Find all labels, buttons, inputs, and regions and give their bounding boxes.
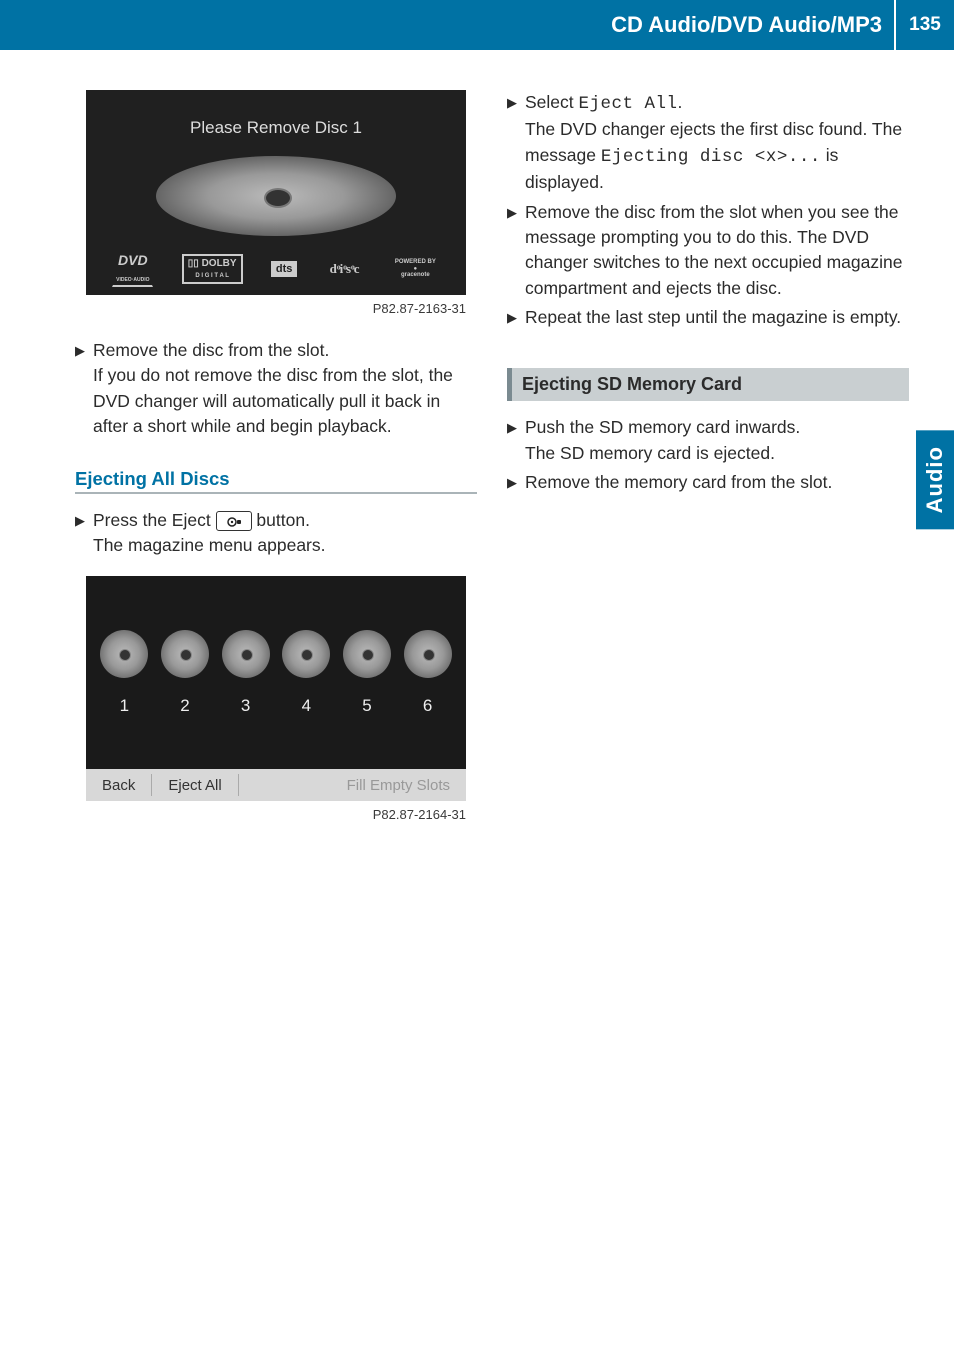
disc-slot-1: 1 <box>100 630 148 716</box>
bullet-icon: ▶ <box>75 342 85 440</box>
disc-graphic <box>156 156 396 236</box>
disc-icon <box>100 630 148 678</box>
step-remove-disc: ▶ Remove the disc from the slot. If you … <box>75 338 477 440</box>
menu-fill-empty: Fill Empty Slots <box>331 777 466 794</box>
screenshot-remove-disc: Please Remove Disc 1 DVDVIDEO·AUDIO ▯▯ D… <box>86 90 466 295</box>
step-text: If you do not remove the disc from the s… <box>93 365 453 436</box>
step-text: The SD memory card is ejected. <box>525 443 775 463</box>
bullet-icon: ▶ <box>75 512 85 559</box>
section-tab-audio: Audio <box>916 430 954 529</box>
step-remove-sd: ▶ Remove the memory card from the slot. <box>507 470 909 495</box>
section-eject-sd: Ejecting SD Memory Card <box>507 368 909 401</box>
step-text: button. <box>252 510 310 530</box>
logo-row: DVDVIDEO·AUDIO ▯▯ DOLBYD I G I T A L dts… <box>86 251 466 287</box>
disc-slot-5: 5 <box>343 630 391 716</box>
step-remove-next: ▶ Remove the disc from the slot when you… <box>507 200 909 302</box>
bullet-icon: ▶ <box>507 419 517 466</box>
screenshot-magazine-menu: 1 2 3 4 5 6 Back Eject All Fill Empty Sl… <box>86 576 466 801</box>
subheading-eject-all: Ejecting All Discs <box>75 468 477 494</box>
step-press-eject: ▶ Press the Eject button. The magazine m… <box>75 508 477 559</box>
step-text: Repeat the last step until the magazine … <box>525 307 901 327</box>
disc-slot-2: 2 <box>161 630 209 716</box>
disc-icon <box>222 630 270 678</box>
dolby-logo-icon: ▯▯ DOLBYD I G I T A L <box>182 254 243 284</box>
disc-slot-3: 3 <box>222 630 270 716</box>
screenshot-message: Please Remove Disc 1 <box>190 118 362 138</box>
menu-bar: Back Eject All Fill Empty Slots <box>86 769 466 801</box>
disc-icon <box>343 630 391 678</box>
step-select-eject-all: ▶ Select Eject All. The DVD changer ejec… <box>507 90 909 196</box>
slot-number: 4 <box>302 696 311 716</box>
bullet-icon: ▶ <box>507 309 517 330</box>
page-number: 135 <box>894 0 954 50</box>
image-caption: P82.87-2163-31 <box>86 301 466 316</box>
disc-icon <box>404 630 452 678</box>
slot-number: 2 <box>180 696 189 716</box>
slot-number: 6 <box>423 696 432 716</box>
bullet-icon: ▶ <box>507 94 517 196</box>
step-push-sd: ▶ Push the SD memory card inwards. The S… <box>507 415 909 466</box>
code-text: Ejecting disc <x>... <box>601 147 821 167</box>
header-title: CD Audio/DVD Audio/MP3 <box>611 0 894 50</box>
step-text: Push the SD memory card inwards. <box>525 417 800 437</box>
separator <box>238 774 239 796</box>
left-column: Please Remove Disc 1 DVDVIDEO·AUDIO ▯▯ D… <box>75 90 477 844</box>
step-text: Press the Eject <box>93 510 216 530</box>
bullet-icon: ▶ <box>507 474 517 495</box>
compact-disc-logo-icon: dͦiͦsͦc <box>326 260 363 278</box>
disc-slot-4: 4 <box>282 630 330 716</box>
dvd-logo-icon: DVDVIDEO·AUDIO <box>112 251 153 287</box>
right-column: ▶ Select Eject All. The DVD changer ejec… <box>507 90 909 844</box>
eject-button-icon <box>216 511 252 531</box>
menu-eject-all[interactable]: Eject All <box>152 777 237 794</box>
image-caption: P82.87-2164-31 <box>86 807 466 822</box>
slot-number: 3 <box>241 696 250 716</box>
gracenote-logo-icon: POWERED BY●gracenote <box>391 257 440 281</box>
disc-slot-6: 6 <box>404 630 452 716</box>
step-text: Remove the memory card from the slot. <box>525 472 832 492</box>
step-text: Remove the disc from the slot. <box>93 340 329 360</box>
step-text: The magazine menu appears. <box>93 535 326 555</box>
step-text: . <box>678 92 683 112</box>
dts-logo-icon: dts <box>271 261 298 277</box>
slot-number: 5 <box>362 696 371 716</box>
step-repeat: ▶ Repeat the last step until the magazin… <box>507 305 909 330</box>
bullet-icon: ▶ <box>507 204 517 302</box>
code-text: Eject All <box>579 94 678 114</box>
menu-back[interactable]: Back <box>86 777 151 794</box>
disc-icon <box>282 630 330 678</box>
disc-row: 1 2 3 4 5 6 <box>86 576 466 769</box>
step-text: Select <box>525 92 579 112</box>
page-header: CD Audio/DVD Audio/MP3 135 <box>0 0 954 50</box>
page-content: Please Remove Disc 1 DVDVIDEO·AUDIO ▯▯ D… <box>0 50 954 884</box>
slot-number: 1 <box>120 696 129 716</box>
disc-icon <box>161 630 209 678</box>
